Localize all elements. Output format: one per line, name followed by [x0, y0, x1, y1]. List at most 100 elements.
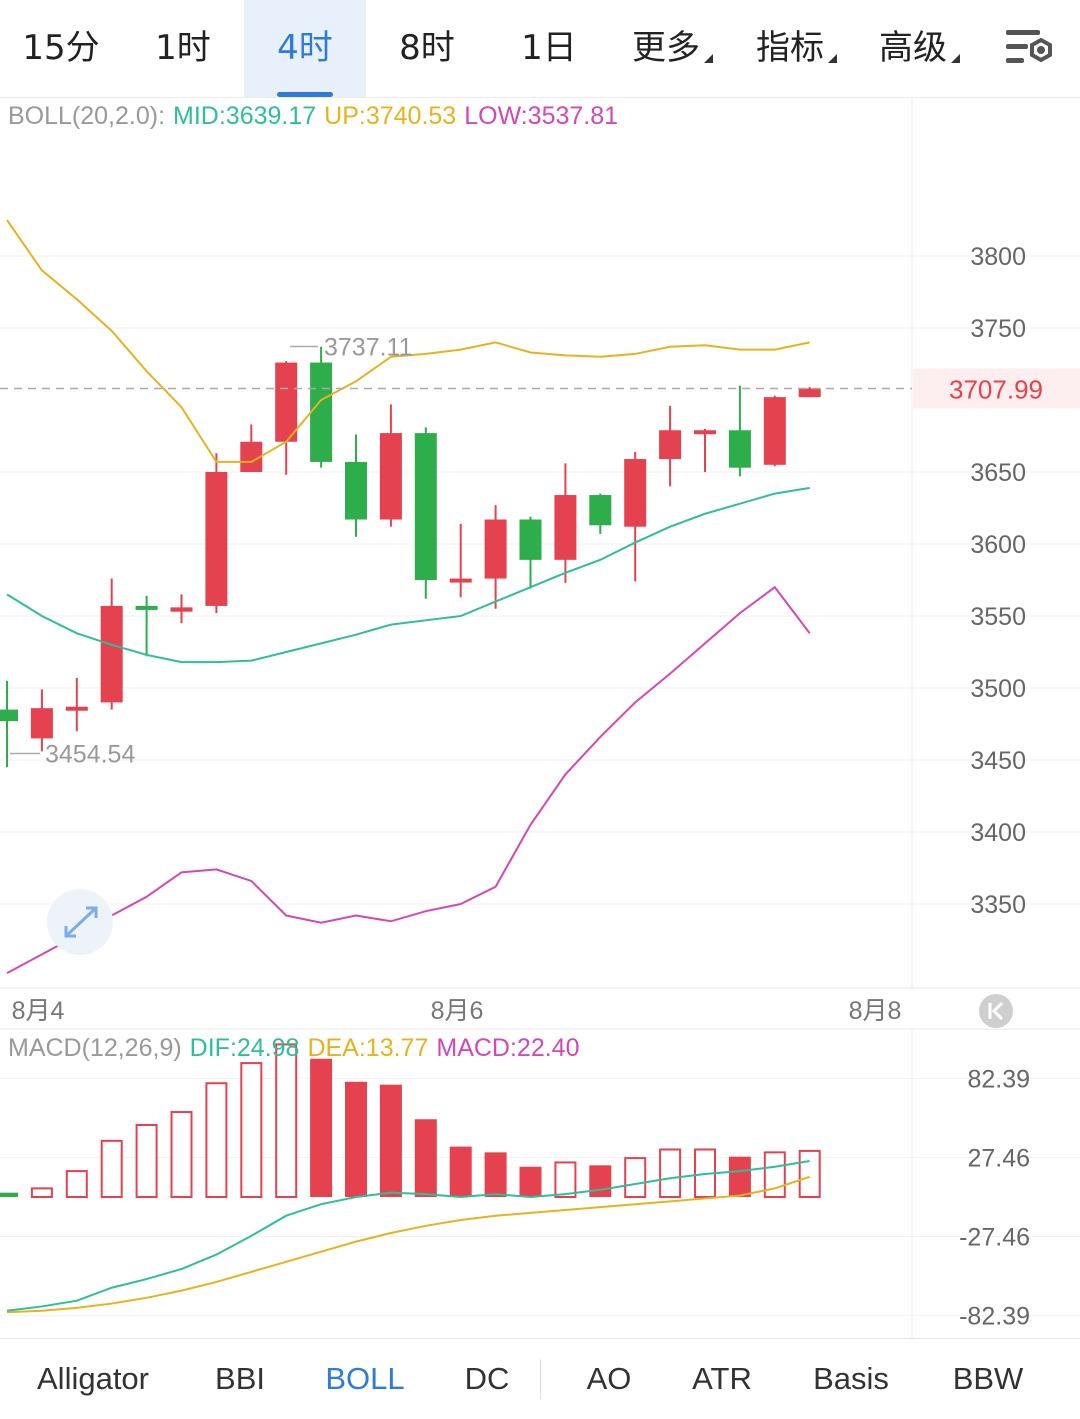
macd-histogram-bar — [554, 1161, 577, 1198]
current-price-label: 3707.99 — [949, 374, 1043, 404]
boll-mid-value: MID:3639.17 — [173, 102, 317, 130]
price-axis-label: 3750 — [970, 315, 1026, 343]
tab-1d[interactable]: 1日 — [521, 28, 577, 68]
candle-body — [0, 709, 18, 722]
macd-histogram-bar — [519, 1166, 542, 1197]
candle-body — [345, 461, 367, 520]
macd-macd-value: MACD:22.40 — [436, 1034, 580, 1062]
macd-histogram-bar — [624, 1157, 647, 1198]
price-axis-label: 3650 — [970, 459, 1026, 487]
tab-indicators-label: 指标 — [756, 28, 824, 68]
scroll-latest-icon-chevron — [991, 1001, 1004, 1021]
candle-body — [763, 397, 786, 465]
candle-body — [100, 605, 123, 703]
expand-icon-arrow — [64, 926, 76, 938]
candle-body — [449, 578, 472, 583]
chart-settings-button[interactable] — [1000, 24, 1060, 74]
macd-histogram-bar — [205, 1082, 228, 1198]
macd-histogram-bar — [170, 1111, 193, 1199]
boll-up-line — [6, 219, 810, 463]
boll-low-value: LOW:3537.81 — [464, 102, 619, 130]
indicator-bar: Alligator BBI BOLL DC AO ATR Basis BBW — [0, 1338, 1080, 1418]
candle-body — [240, 441, 263, 472]
macd-histogram-bar — [345, 1081, 367, 1197]
tab-more-label: 更多 — [632, 28, 700, 68]
macd-histogram-bar — [728, 1156, 751, 1197]
candle-body — [275, 362, 298, 442]
settings-gear-icon — [1006, 30, 1052, 63]
macd-histogram-bar — [589, 1165, 612, 1197]
price-axis-label: 3500 — [970, 675, 1026, 703]
indicator-dc[interactable]: DC — [464, 1361, 510, 1396]
candle-body — [205, 472, 228, 606]
candle-body — [379, 433, 402, 520]
tab-8h[interactable]: 8时 — [399, 28, 455, 68]
main-chart[interactable]: 3800 3750 3650 3600 3550 3500 3450 3400 3350 82.3… — [0, 98, 1080, 1338]
candle-body — [589, 495, 612, 526]
current-price-badge — [913, 368, 1080, 409]
tab-indicators[interactable]: 指标 — [735, 0, 858, 97]
candle-body — [624, 459, 647, 527]
boll-legend-label: BOLL(20,2.0): — [8, 102, 166, 130]
candle-body — [694, 430, 716, 435]
indicator-bbw[interactable]: BBW — [952, 1361, 1024, 1396]
boll-legend: BOLL(20,2.0): MID:3639.17 UP:3740.53 LOW:35… — [8, 102, 626, 131]
expand-icon[interactable] — [47, 889, 113, 955]
macd-histogram-bar — [100, 1139, 123, 1198]
candle-body — [519, 519, 542, 560]
macd-axis-label: -27.46 — [959, 1224, 1030, 1252]
indicator-boll[interactable]: BOLL — [325, 1361, 405, 1396]
low-price-label: 3454.54 — [45, 740, 135, 768]
macd-axis-label: 82.39 — [967, 1065, 1030, 1093]
expand-icon-stroke — [64, 906, 98, 938]
tab-advanced-label: 高级 — [879, 28, 947, 68]
candle-body — [414, 433, 437, 580]
candle-body — [484, 519, 507, 579]
macd-dif-line — [6, 1160, 810, 1312]
indicator-bbi[interactable]: BBI — [215, 1361, 265, 1396]
date-axis-label: 8月8 — [849, 997, 902, 1025]
timeframe-bar: 15分 1时 4时 8时 1日 更多 指标 高级 — [0, 0, 1080, 98]
indicator-basis[interactable]: Basis — [813, 1361, 889, 1396]
macd-histogram-bar — [379, 1084, 402, 1197]
macd-histogram-bar — [30, 1187, 53, 1198]
candle-body — [554, 495, 577, 560]
dropdown-corner-icon — [951, 54, 960, 63]
indicator-ao[interactable]: AO — [586, 1361, 632, 1396]
tab-advanced[interactable]: 高级 — [858, 0, 981, 97]
price-axis-label: 3450 — [970, 747, 1026, 775]
macd-histogram-bar — [0, 1192, 18, 1197]
expand-icon-arrow — [86, 906, 98, 918]
price-axis-label: 3400 — [970, 819, 1026, 847]
macd-histogram-bar — [135, 1124, 158, 1198]
candle-body — [170, 607, 193, 612]
indicator-alligator[interactable]: Alligator — [37, 1361, 149, 1396]
candle-body — [798, 388, 821, 398]
candle-body — [135, 605, 158, 610]
boll-up-value: UP:3740.53 — [324, 102, 457, 130]
macd-axis-label: -82.39 — [959, 1303, 1030, 1331]
macd-dif-value: DIF:24.98 — [189, 1034, 300, 1062]
macd-legend-label: MACD(12,26,9) — [8, 1034, 182, 1062]
macd-histogram-bar — [484, 1152, 507, 1197]
date-axis-label: 8月4 — [12, 997, 65, 1025]
price-axis-label: 3600 — [970, 531, 1026, 559]
date-axis-label: 8月6 — [431, 997, 484, 1025]
tab-1h[interactable]: 1时 — [155, 28, 211, 68]
indicator-atr[interactable]: ATR — [692, 1361, 752, 1396]
macd-histogram-bar — [65, 1170, 88, 1198]
dropdown-corner-icon — [828, 54, 837, 63]
tab-4h[interactable]: 4时 — [244, 0, 366, 97]
candle-body — [659, 430, 682, 460]
macd-histogram-bar — [659, 1148, 682, 1198]
macd-histogram-bar — [449, 1146, 472, 1197]
price-axis-label: 3800 — [970, 243, 1026, 271]
tab-more[interactable]: 更多 — [610, 0, 735, 97]
macd-histogram-bar — [310, 1058, 333, 1197]
indicator-separator — [540, 1359, 541, 1399]
macd-histogram-bar — [798, 1149, 821, 1199]
macd-histogram-bar — [240, 1062, 263, 1198]
scroll-latest-icon[interactable] — [979, 994, 1013, 1028]
tab-15m[interactable]: 15分 — [22, 28, 100, 68]
macd-histogram-bar — [414, 1119, 437, 1197]
